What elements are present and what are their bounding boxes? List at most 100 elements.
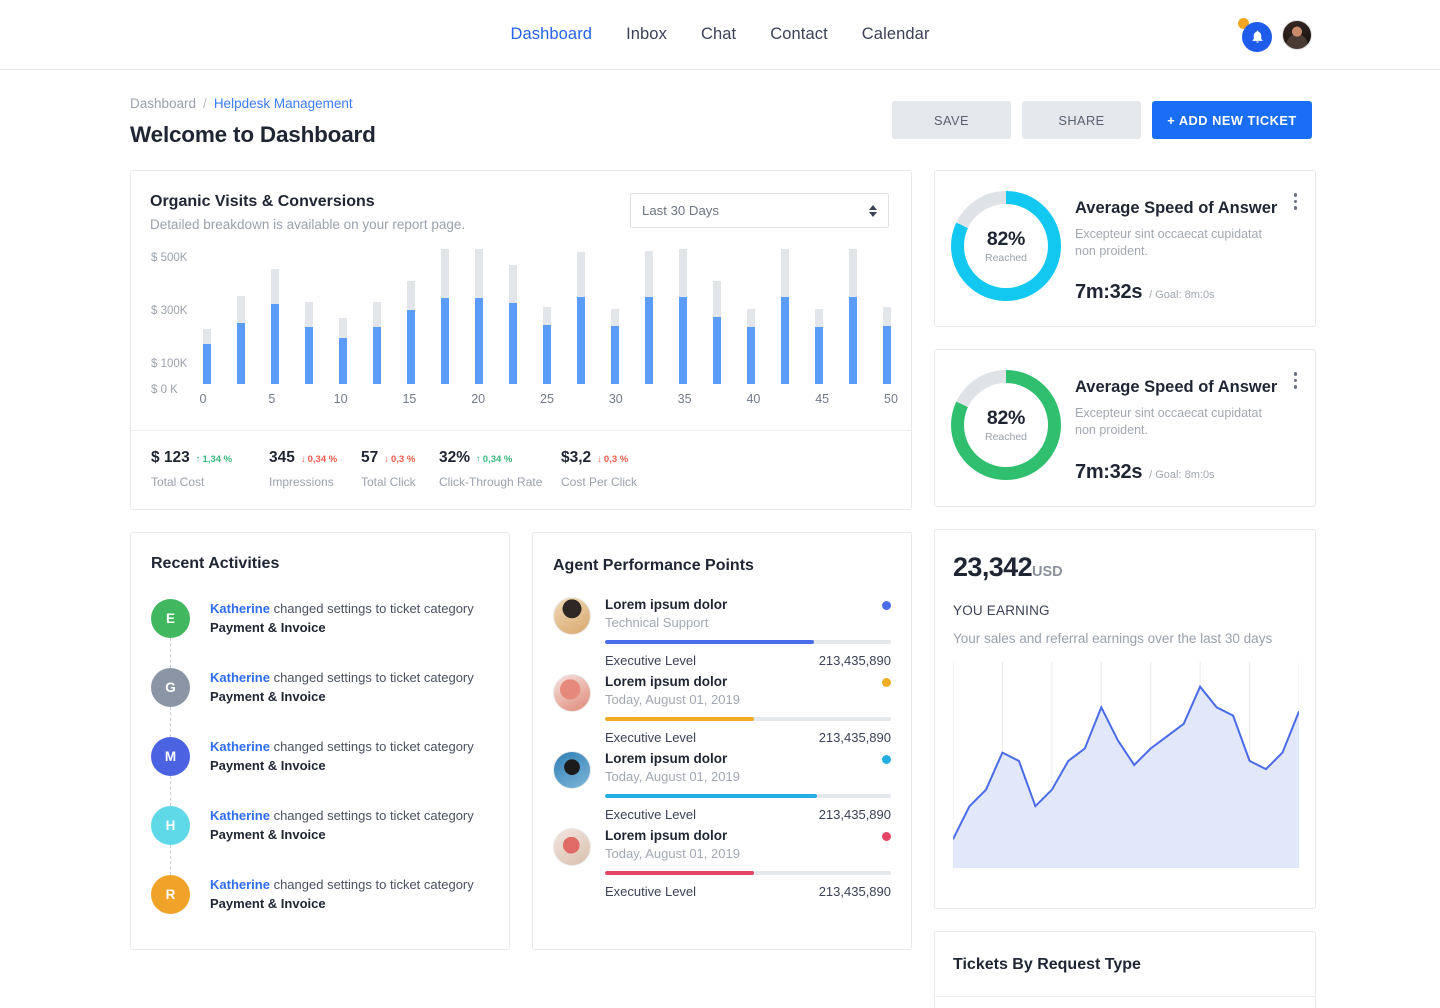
agent-progress-bar [605, 871, 891, 875]
activity-avatar: E [151, 599, 190, 638]
agent-level: Executive Level [605, 807, 697, 822]
agent-progress-bar [605, 717, 891, 721]
chart-bar [339, 318, 347, 384]
agent-progress-fill [605, 640, 814, 644]
agent-status-dot [882, 678, 891, 687]
chart-x-tick: 30 [608, 392, 623, 406]
agent-subtitle: Technical Support [605, 615, 709, 630]
notification-button[interactable] [1238, 17, 1272, 52]
chart-bar [509, 265, 517, 384]
kebab-menu-icon[interactable] [1293, 193, 1297, 210]
chart-y-axis-labels: $ 500K $ 300K $ 100K $ 0 K [151, 250, 211, 396]
activity-user[interactable]: Katherine [210, 739, 270, 754]
timeline-connector [170, 707, 171, 737]
chart-x-tick: 0 [199, 392, 207, 406]
kpi-label: Cost Per Click [561, 475, 638, 489]
chart-bar [713, 281, 721, 384]
activity-user[interactable]: Katherine [210, 601, 270, 616]
recent-activities-list: E Katherine changed settings to ticket ca… [151, 599, 489, 944]
activity-avatar: H [151, 806, 190, 845]
timeline-connector [170, 638, 171, 668]
kpi-delta-value: 0,34 % [482, 454, 513, 465]
chart-bar [203, 328, 211, 384]
activity-item[interactable]: R Katherine changed settings to ticket ca… [151, 875, 489, 944]
chart-x-tick: 50 [884, 392, 898, 406]
activity-user[interactable]: Katherine [210, 808, 270, 823]
kpi-stat: $ 123 ↑ 1,34 % Total Cost [151, 449, 269, 489]
user-avatar[interactable] [1282, 19, 1312, 50]
agent-row[interactable]: Lorem ipsum dolor Today, August 01, 2019 E… [553, 828, 891, 899]
agent-identity: Lorem ipsum dolor Today, August 01, 2019 [605, 828, 740, 861]
gauge-title: Average Speed of Answer [1075, 199, 1278, 217]
donut-percent: 82% [986, 228, 1026, 250]
arrow-up-icon: ↑ [195, 454, 201, 465]
agent-row[interactable]: Lorem ipsum dolor Today, August 01, 2019 E… [553, 674, 891, 745]
kpi-label: Impressions [269, 475, 334, 489]
gauge-goal: / Goal: 8m:0s [1149, 289, 1215, 302]
activity-user[interactable]: Katherine [210, 877, 270, 892]
timeline-connector [170, 776, 171, 806]
activity-item[interactable]: G Katherine changed settings to ticket ca… [151, 668, 489, 737]
earning-area-chart [952, 661, 1300, 868]
chart-bar [747, 308, 755, 384]
chevron-updown-icon [869, 204, 877, 217]
activity-item[interactable]: H Katherine changed settings to ticket ca… [151, 806, 489, 875]
page-header: Dashboard / Helpdesk Management Welcome … [0, 70, 1440, 148]
kpi-delta: ↓ 0,3 % [384, 454, 415, 465]
breadcrumb-root[interactable]: Dashboard [130, 96, 197, 111]
donut-center: 82% Reached [964, 204, 1048, 288]
save-button[interactable]: SAVE [892, 101, 1011, 139]
agent-avatar [553, 597, 591, 635]
activity-item[interactable]: E Katherine changed settings to ticket ca… [151, 599, 489, 668]
gauge-body: Average Speed of Answer Excepteur sint oc… [1075, 370, 1297, 483]
page-title: Welcome to Dashboard [130, 122, 376, 147]
activity-user[interactable]: Katherine [210, 670, 270, 685]
earning-amount: 23,342 [953, 551, 1033, 582]
chart-bar [815, 308, 823, 384]
nav-link-dashboard[interactable]: Dashboard [510, 25, 593, 43]
chart-bar [611, 308, 619, 384]
agent-main: Lorem ipsum dolor Today, August 01, 2019 E… [605, 674, 891, 745]
earning-area-svg [952, 661, 1300, 868]
tickets-card-header: Tickets By Request Type [935, 932, 1315, 997]
agent-identity: Lorem ipsum dolor Today, August 01, 2019 [605, 674, 740, 707]
agent-name: Lorem ipsum dolor [605, 597, 728, 612]
gauge-body: Average Speed of Answer Excepteur sint oc… [1075, 191, 1297, 304]
agent-row[interactable]: Lorem ipsum dolor Today, August 01, 2019 E… [553, 751, 891, 822]
earning-amount-row: 23,342USD [953, 552, 1297, 583]
activity-avatar: G [151, 668, 190, 707]
chart-x-tick: 10 [333, 392, 348, 406]
agent-avatar [553, 751, 591, 789]
chart-bar [781, 249, 789, 384]
add-new-ticket-button[interactable]: + ADD NEW TICKET [1152, 101, 1312, 139]
nav-link-chat[interactable]: Chat [700, 25, 737, 43]
chart-x-tick: 5 [268, 392, 276, 406]
chart-x-tick: 40 [746, 392, 761, 406]
kebab-menu-icon[interactable] [1293, 372, 1297, 389]
kpi-stat-top: $3,2 ↓ 0,3 % [561, 449, 657, 467]
agent-footer: Executive Level 213,435,890 [605, 730, 891, 745]
agent-top: Lorem ipsum dolor Today, August 01, 2019 [605, 751, 891, 784]
activity-message: Katherine changed settings to ticket cat… [210, 669, 474, 687]
date-range-select[interactable]: Last 30 Days [630, 193, 889, 228]
breadcrumb-current[interactable]: Helpdesk Management [213, 96, 353, 111]
agent-subtitle: Today, August 01, 2019 [605, 846, 740, 861]
nav-link-inbox[interactable]: Inbox [626, 25, 667, 43]
organic-visits-card: Organic Visits & Conversions Detailed br… [130, 170, 912, 510]
header-actions: SAVE SHARE + ADD NEW TICKET [892, 101, 1312, 139]
donut-gauge: 82% Reached [951, 370, 1061, 481]
agent-avatar [553, 674, 591, 712]
nav-link-contact[interactable]: Contact [770, 25, 828, 43]
donut-center: 82% Reached [964, 383, 1048, 468]
nav-link-calendar[interactable]: Calendar [861, 25, 930, 43]
tickets-by-request-type-card: Tickets By Request Type [934, 930, 1316, 1008]
activity-item[interactable]: M Katherine changed settings to ticket ca… [151, 737, 489, 806]
chart-x-tick: 25 [540, 392, 554, 406]
activity-text: Katherine changed settings to ticket cat… [210, 668, 474, 704]
agent-row[interactable]: Lorem ipsum dolor Technical Support Execut… [553, 597, 891, 668]
activity-avatar: R [151, 875, 190, 914]
share-button[interactable]: SHARE [1022, 101, 1141, 139]
chart-x-axis-labels: 0 5 10 15 20 25 30 35 40 45 50 [199, 392, 898, 412]
activity-detail: Payment & Invoice [210, 688, 326, 704]
chart-x-tick: 15 [402, 392, 417, 406]
